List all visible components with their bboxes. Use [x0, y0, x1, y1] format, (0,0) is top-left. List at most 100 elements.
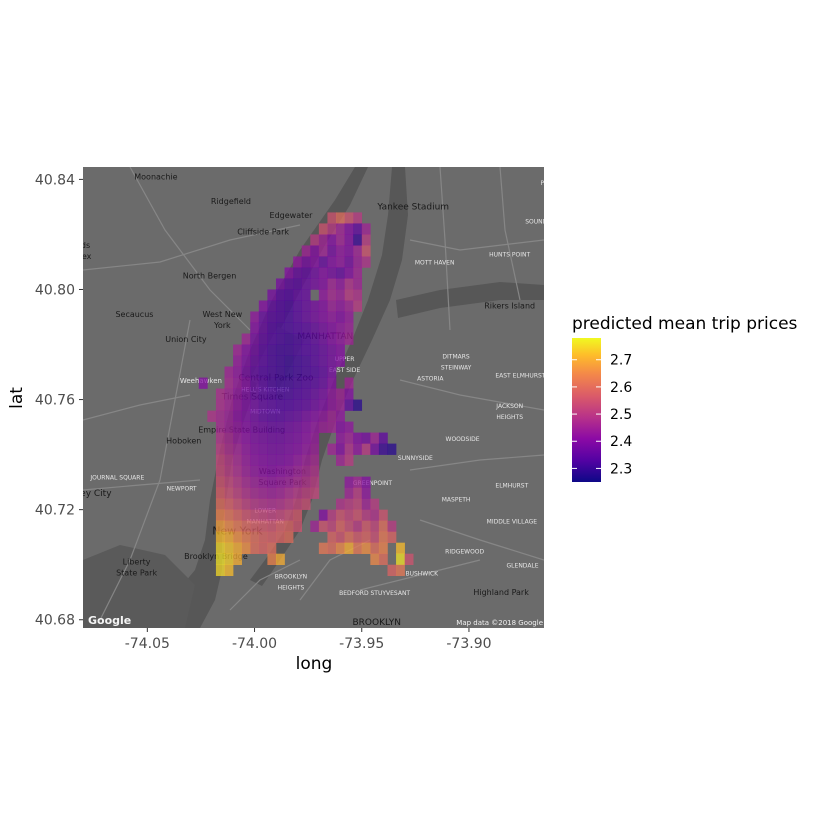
heatmap-cell [267, 465, 277, 477]
heatmap-cell [250, 410, 260, 422]
heatmap-cell [361, 542, 371, 554]
heatmap-cell [327, 377, 337, 389]
heatmap-cell [336, 267, 345, 279]
heatmap-cell [318, 377, 328, 389]
heatmap-cell [258, 333, 268, 345]
heatmap-cell [310, 344, 320, 356]
heatmap-cell [275, 377, 285, 389]
heatmap-cell [318, 289, 328, 301]
heatmap-cell [241, 454, 251, 466]
heatmap-cell [318, 399, 328, 411]
heatmap-cell [224, 509, 234, 521]
heatmap-cell [293, 399, 303, 411]
heatmap-cell [258, 454, 268, 466]
heatmap-cell [353, 443, 363, 455]
heatmap-cell [336, 498, 345, 510]
heatmap-cell [258, 531, 268, 543]
heatmap-cell [275, 443, 285, 455]
legend-tick-label: 2.7 [610, 353, 632, 369]
heatmap-cell [241, 509, 251, 521]
heatmap-cell [224, 487, 234, 499]
heatmap-cell [293, 520, 303, 532]
heatmap-cell [361, 256, 371, 268]
heatmap-cell [250, 355, 260, 367]
heatmap-cell [310, 377, 320, 389]
heatmap-cell [344, 454, 354, 466]
heatmap-cell [344, 476, 354, 488]
heatmap-cell [275, 366, 285, 378]
map-place-label: SUNNYSIDE [398, 455, 433, 462]
heatmap-cell [293, 509, 303, 521]
heatmap-cell [224, 421, 234, 433]
heatmap-cell [353, 476, 363, 488]
heatmap-cell [284, 289, 294, 301]
map-place-label: PARK [541, 180, 558, 187]
heatmap-cell [241, 355, 251, 367]
heatmap-cell [318, 234, 328, 246]
heatmap-cell [396, 553, 405, 565]
heatmap-cell [344, 300, 354, 312]
heatmap-cell [241, 388, 251, 400]
heatmap-cell [361, 487, 371, 499]
heatmap-cell [215, 410, 225, 422]
heatmap-cell [241, 443, 251, 455]
map-place-label: ELMHURST [495, 483, 528, 490]
heatmap-cell [336, 311, 345, 323]
heatmap-cell [215, 509, 225, 521]
heatmap-cell [344, 399, 354, 411]
heatmap-cell [267, 476, 277, 488]
heatmap-cell [284, 487, 294, 499]
heatmap-cell [284, 322, 294, 334]
x-tick-label: -73.95 [339, 636, 384, 652]
heatmap-cell [318, 256, 328, 268]
heatmap-cell [258, 509, 268, 521]
heatmap-cell [233, 487, 242, 499]
heatmap-cell [378, 553, 388, 565]
map-panel: Moonachie Ridgefield Edgewater Cliffside Pa… [83, 167, 558, 628]
heatmap-cell [250, 399, 260, 411]
heatmap-cell [275, 344, 285, 356]
heatmap-cell [336, 443, 345, 455]
heatmap-cell [378, 531, 388, 543]
heatmap-cell [293, 465, 303, 477]
heatmap-cell [241, 498, 251, 510]
heatmap-cell [301, 454, 311, 466]
heatmap-cell [301, 245, 311, 257]
heatmap-cell [258, 465, 268, 477]
heatmap-cell [318, 278, 328, 290]
heatmap-cell [275, 487, 285, 499]
heatmap-cell [258, 355, 268, 367]
heatmap-cell [344, 311, 354, 323]
heatmap-cell [258, 443, 268, 455]
heatmap-cell [336, 234, 345, 246]
heatmap-cell [327, 421, 337, 433]
heatmap-cell [301, 432, 311, 444]
heatmap-cell [284, 454, 294, 466]
heatmap-cell [250, 333, 260, 345]
heatmap-cell [327, 234, 337, 246]
heatmap-cell [267, 322, 277, 334]
heatmap-cell [258, 487, 268, 499]
map-place-label: York [213, 321, 231, 330]
heatmap-cell [284, 333, 294, 345]
heatmap-cell [301, 388, 311, 400]
heatmap-cell [284, 377, 294, 389]
heatmap-cell [310, 256, 320, 268]
heatmap-cell [267, 333, 277, 345]
heatmap-cell [293, 267, 303, 279]
heatmap-cell [310, 399, 320, 411]
x-axis-title: long [296, 654, 333, 674]
heatmap-cell [344, 520, 354, 532]
heatmap-cell [284, 388, 294, 400]
heatmap-cell [344, 212, 354, 224]
heatmap-cell [336, 245, 345, 257]
heatmap-cell [258, 498, 268, 510]
heatmap-cell [378, 509, 388, 521]
heatmap-cell [267, 509, 277, 521]
heatmap-cell [275, 289, 285, 301]
legend-title: predicted mean trip prices [572, 314, 798, 334]
heatmap-cell [267, 553, 277, 565]
heatmap-cell [293, 454, 303, 466]
x-tick-label: -73.90 [446, 636, 491, 652]
legend-tick-label: 2.4 [610, 434, 632, 450]
